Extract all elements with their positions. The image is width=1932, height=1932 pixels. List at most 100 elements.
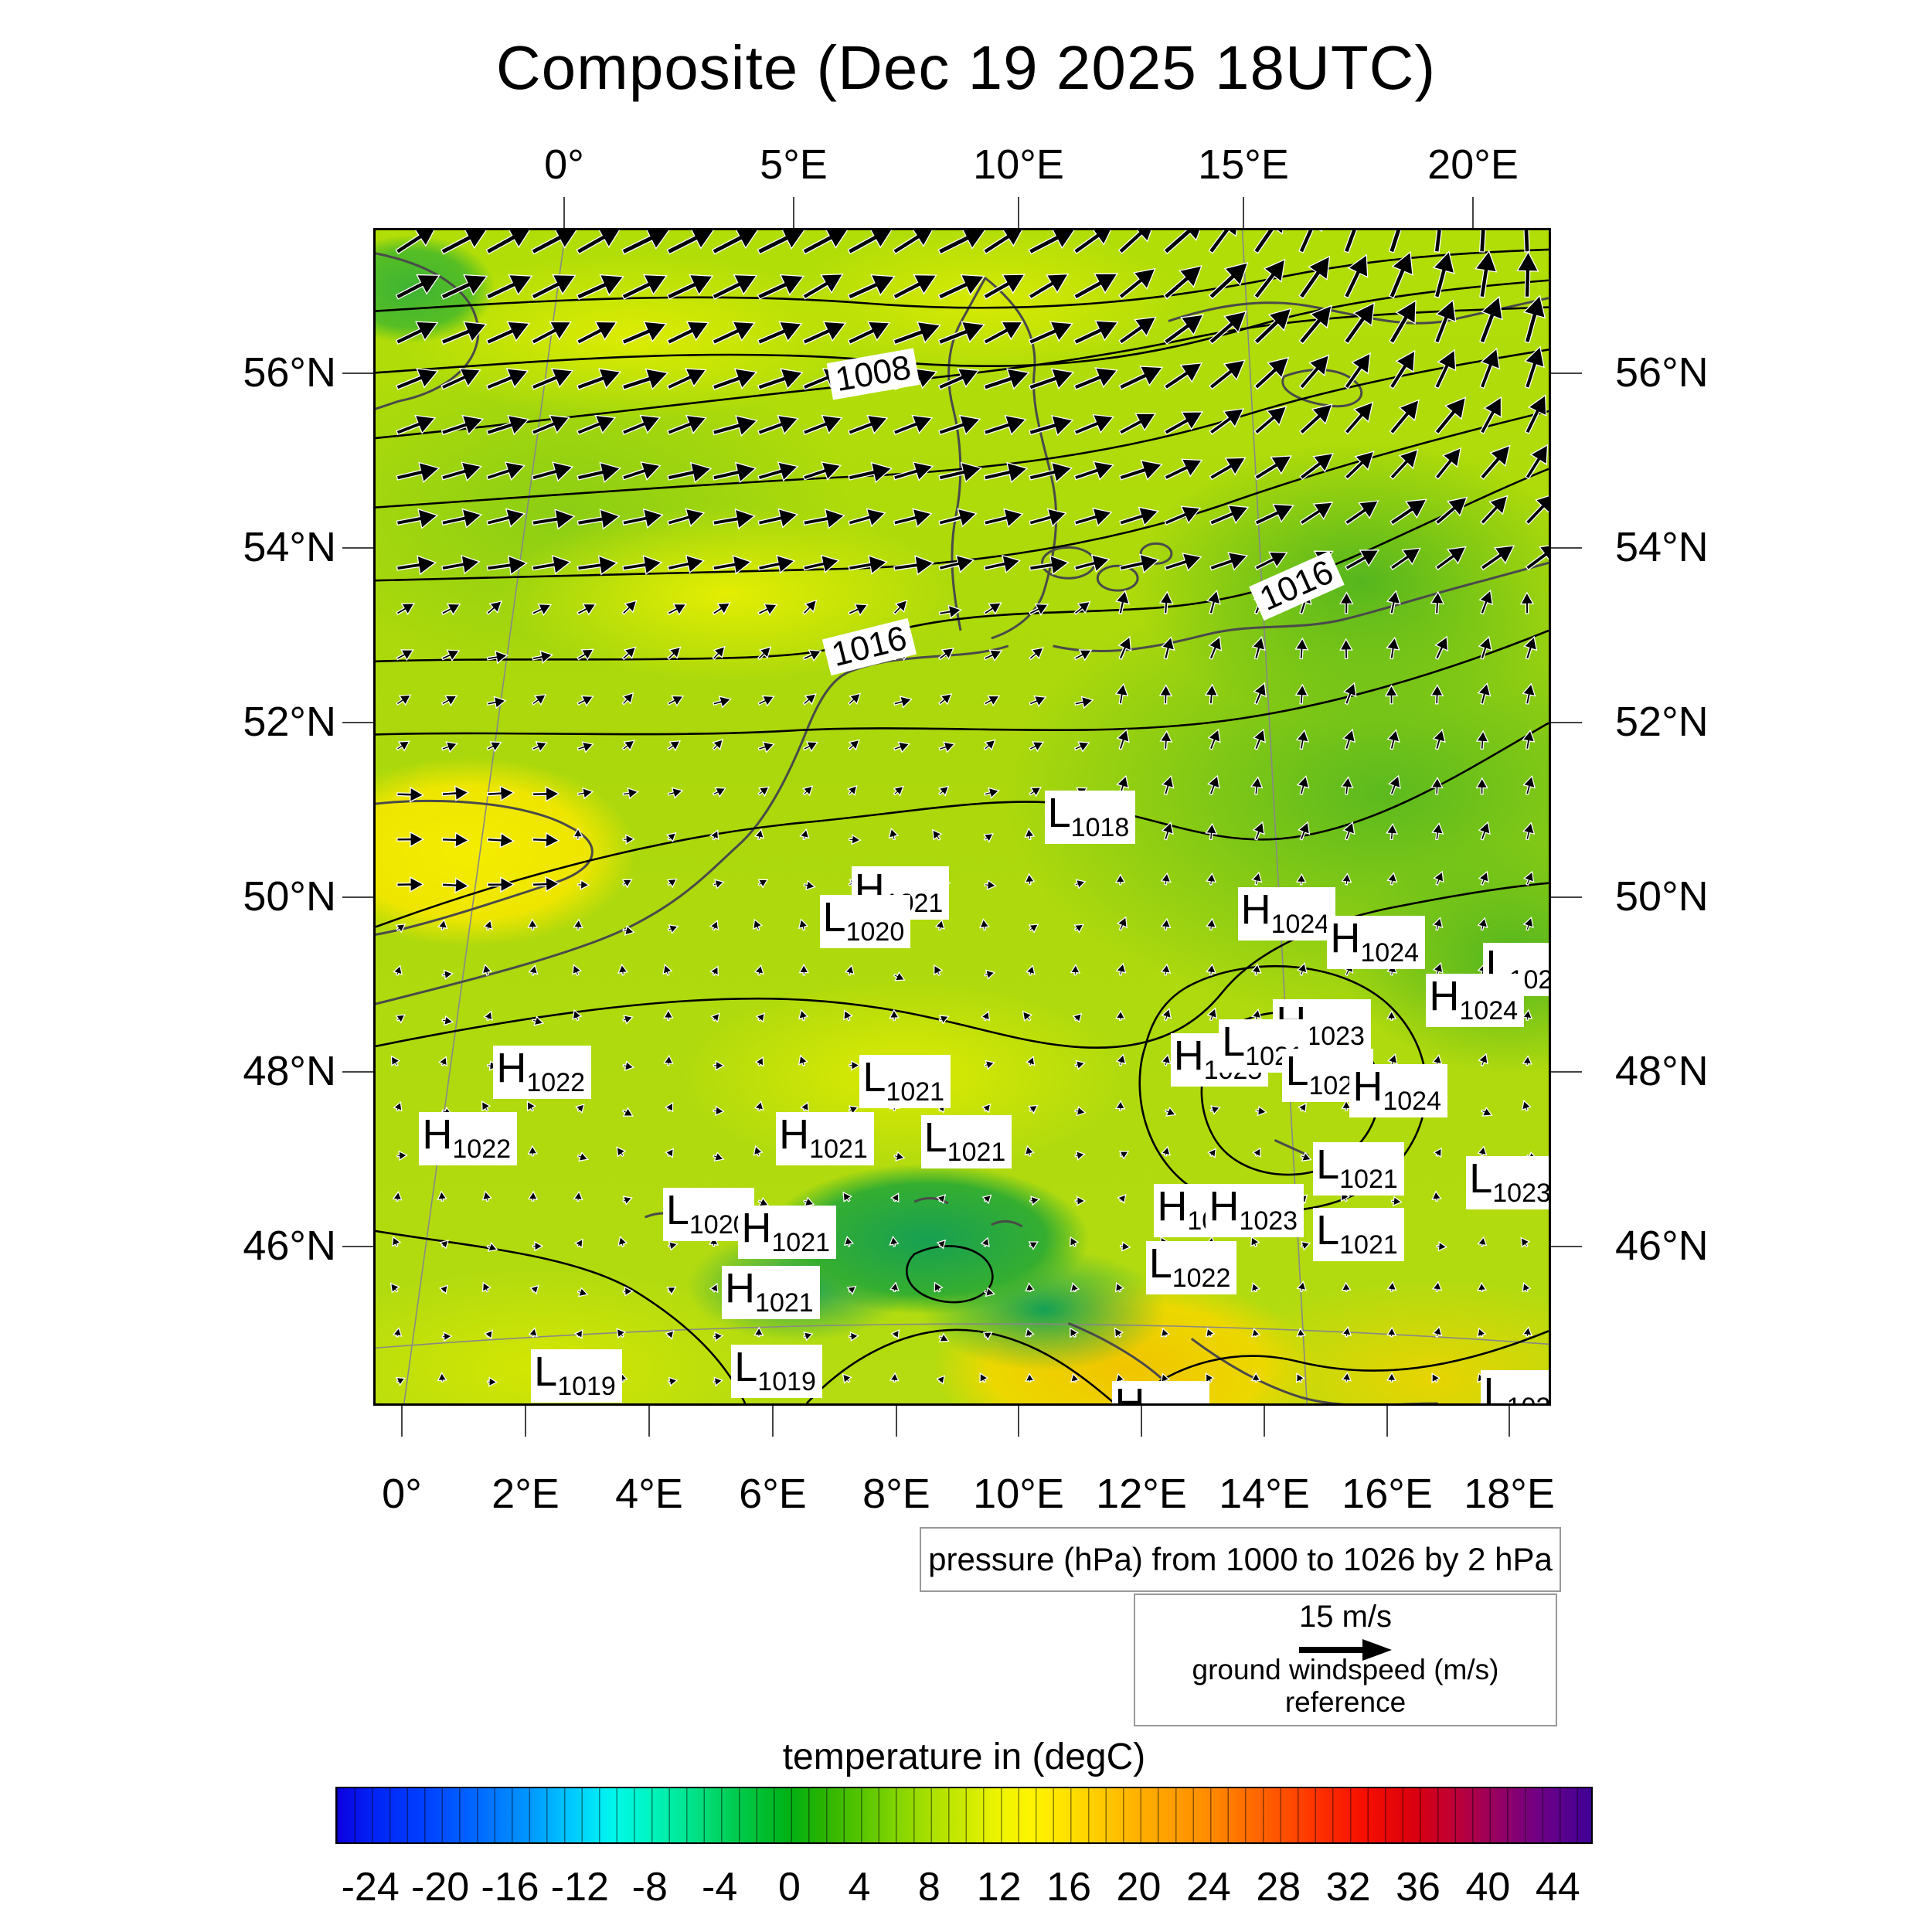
wind-arrow-icon	[1073, 507, 1113, 527]
wind-arrow-icon	[483, 1010, 493, 1022]
wind-arrow-icon	[1251, 871, 1263, 886]
wind-arrow-icon	[1207, 728, 1221, 750]
wind-arrow-icon	[622, 1196, 633, 1206]
pressure-center-kind: H	[779, 1111, 810, 1158]
wind-arrow-icon	[1343, 253, 1369, 299]
wind-arrow-icon	[1117, 230, 1156, 254]
wind-arrow-icon	[753, 1145, 764, 1157]
wind-arrow-icon	[1205, 1372, 1215, 1383]
wind-arrow-icon	[1207, 774, 1220, 796]
wind-arrow-icon	[1026, 1056, 1036, 1066]
wind-arrow-icon	[938, 1332, 950, 1342]
colorbar-tick-label: 36	[1396, 1865, 1440, 1910]
wind-arrow-icon	[531, 414, 570, 436]
wind-arrow-icon	[1028, 321, 1073, 345]
wind-arrow-icon	[842, 1372, 852, 1384]
wind-arrow-icon	[1525, 543, 1549, 571]
colorbar-tick-label: 24	[1185, 1865, 1231, 1910]
pressure-center-label: L1021	[1313, 1207, 1404, 1261]
top-axis-label: 10°E	[973, 141, 1064, 188]
wind-arrow-icon	[486, 741, 502, 753]
wind-arrow-icon	[753, 964, 764, 976]
wind-arrow-icon	[1386, 1372, 1397, 1383]
wind-arrow-icon	[1522, 1055, 1532, 1066]
wind-arrow-icon	[1070, 964, 1081, 976]
wind-arrow-icon	[441, 741, 458, 753]
wind-arrow-icon	[1386, 1326, 1397, 1338]
wind-arrow-icon	[441, 832, 470, 849]
right-axis-label: 54°N	[1615, 524, 1709, 570]
wind-arrow-icon	[622, 1015, 634, 1025]
wind-arrow-icon	[1114, 1281, 1125, 1293]
wind-arrow-icon	[621, 414, 662, 436]
wind-arrow-icon	[1481, 1107, 1493, 1117]
wind-arrow-icon	[666, 230, 716, 255]
top-axis-label: 20°E	[1427, 141, 1519, 188]
right-axis-tick	[1551, 721, 1582, 724]
wind-arrow-icon	[803, 554, 840, 573]
wind-arrow-icon	[1024, 872, 1036, 886]
wind-arrow-icon	[1253, 682, 1267, 706]
wind-arrow-icon	[1342, 728, 1356, 750]
wind-arrow-icon	[441, 1331, 453, 1342]
wind-arrow-icon	[666, 368, 707, 390]
wind-arrow-icon	[754, 1056, 764, 1067]
wind-arrow-icon	[621, 879, 633, 889]
wind-arrow-icon	[1298, 821, 1311, 841]
wind-arrow-icon	[1479, 295, 1503, 344]
wind-arrow-icon	[1479, 347, 1501, 389]
wind-arrow-icon	[1431, 822, 1444, 841]
colorbar-tick-label: -4	[702, 1865, 738, 1910]
wind-arrow-icon	[532, 1015, 545, 1026]
pressure-center-kind: L	[734, 1343, 758, 1390]
wind-arrow-icon	[983, 461, 1029, 484]
wind-arrow-icon	[937, 647, 954, 661]
wind-arrow-icon	[527, 1190, 539, 1202]
wind-arrow-icon	[712, 787, 726, 798]
wind-arrow-icon	[1208, 311, 1247, 345]
wind-arrow-icon	[1339, 591, 1354, 614]
wind-arrow-icon	[527, 918, 539, 930]
pressure-center-kind: L	[1483, 1369, 1507, 1406]
pressure-center-label: H1024	[1111, 1380, 1210, 1403]
bottom-axis-label: 12°E	[1096, 1471, 1187, 1517]
colorbar-segment-dividers	[337, 1788, 1591, 1842]
pressure-center-value: 1022	[526, 1067, 586, 1097]
wind-arrow-icon	[889, 1192, 900, 1203]
wind-arrow-icon	[893, 508, 933, 528]
bottom-axis-label: 18°E	[1464, 1471, 1555, 1517]
bottom-axis-label: 4°E	[615, 1471, 683, 1517]
wind-arrow-icon	[1070, 1327, 1080, 1338]
wind-arrow-icon	[1250, 963, 1262, 976]
pressure-center-value: 1022	[452, 1134, 512, 1165]
wind-arrow-icon	[1296, 775, 1310, 795]
wind-arrow-icon	[667, 1376, 679, 1387]
left-axis-tick	[342, 1070, 373, 1073]
wind-arrow-icon	[483, 919, 493, 931]
wind-arrow-icon	[1524, 345, 1545, 389]
wind-arrow-icon	[1389, 448, 1419, 480]
pressure-center-label: L1021	[1313, 1141, 1404, 1196]
wind-arrow-icon	[1209, 359, 1246, 390]
wind-arrow-icon	[846, 784, 858, 796]
wind-arrow-icon	[984, 554, 1022, 574]
pressure-center-kind: H	[725, 1264, 756, 1311]
wind-arrow-icon	[667, 1240, 679, 1251]
wind-arrow-icon	[1298, 403, 1333, 435]
wind-arrow-icon	[485, 600, 503, 615]
left-axis-label: 50°N	[243, 873, 336, 920]
wind-arrow-icon	[1119, 553, 1160, 574]
wind-arrow-icon	[1073, 554, 1111, 573]
colorbar-tick-label: -8	[631, 1865, 668, 1910]
wind-arrow-icon	[889, 1235, 900, 1247]
wind-arrow-icon	[1074, 1060, 1086, 1070]
wind-arrow-icon	[984, 1287, 996, 1298]
wind-arrow-icon	[393, 964, 403, 976]
wind-arrow-icon	[1432, 917, 1444, 931]
wind-arrow-icon	[803, 1332, 814, 1342]
wind-arrow-icon	[934, 964, 944, 977]
wind-arrow-icon	[981, 1194, 992, 1205]
wind-reference-box: 15 m/s ground windspeed (m/s) reference	[1134, 1594, 1557, 1726]
wind-arrow-icon	[1478, 589, 1494, 615]
left-axis-tick	[342, 1245, 373, 1248]
